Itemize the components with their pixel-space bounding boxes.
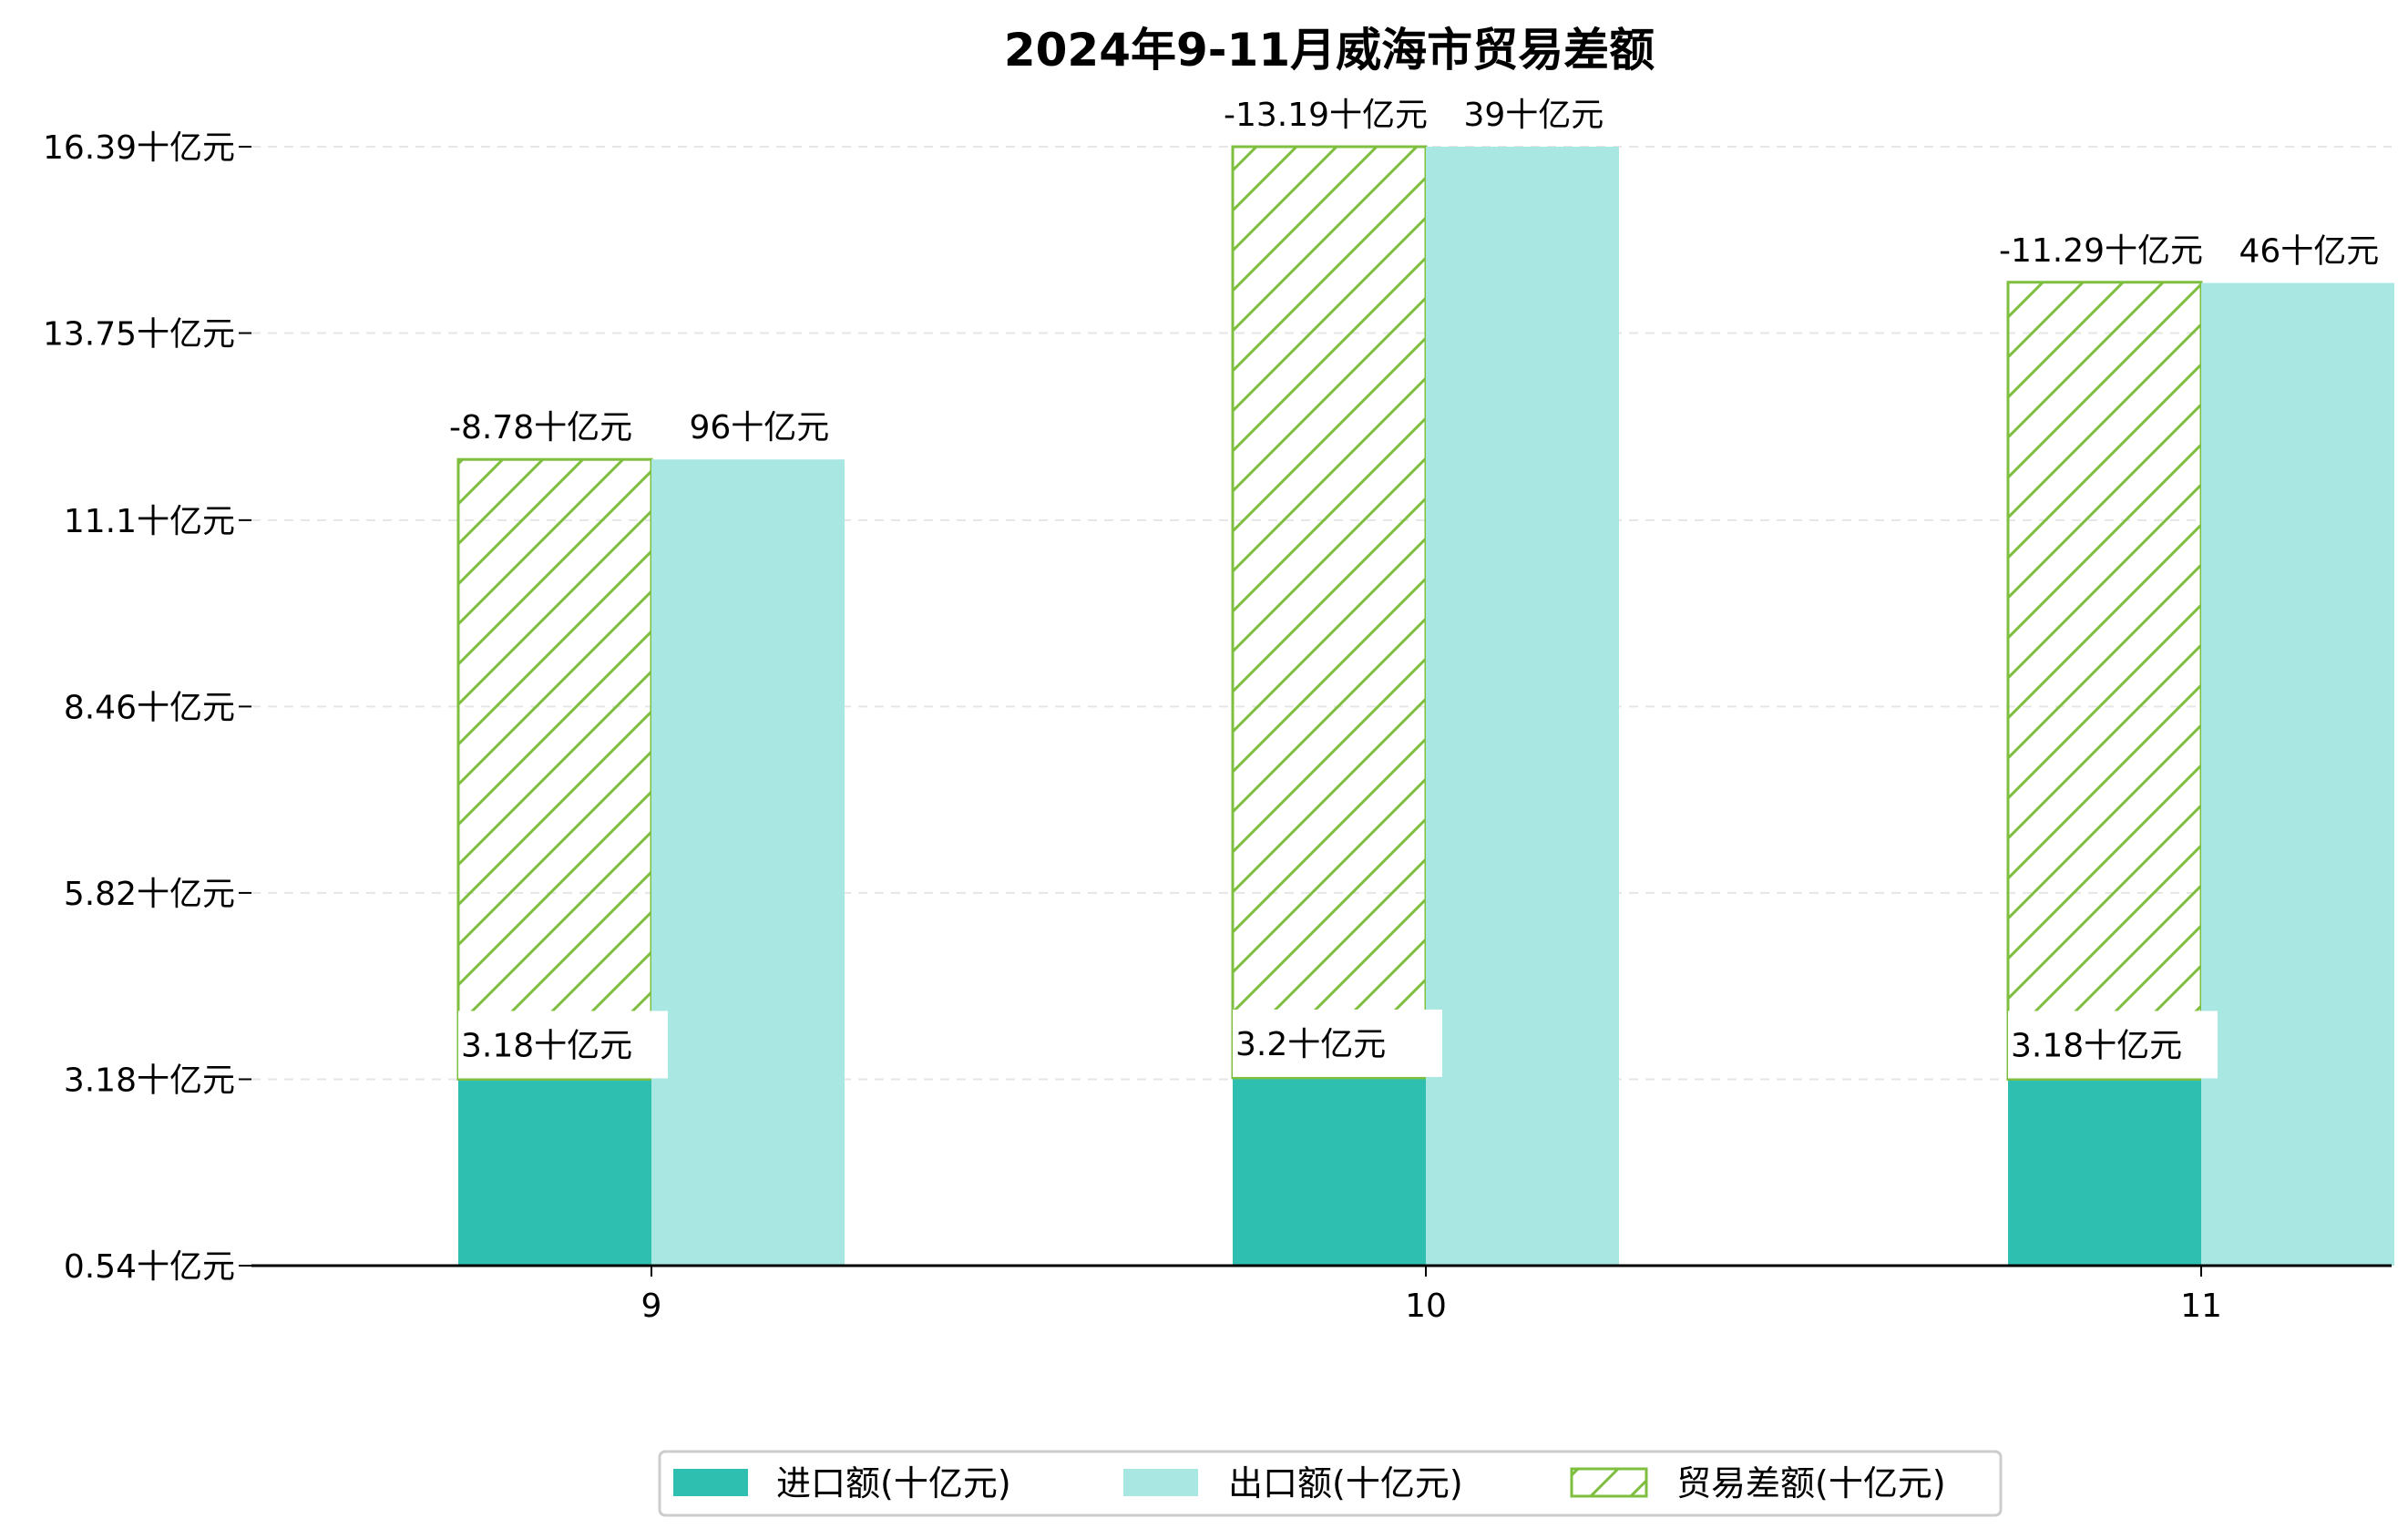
import-label-bg [458, 1011, 668, 1079]
legend-box [658, 1450, 2003, 1517]
y-tick-label: 13.75十亿元 [43, 316, 235, 354]
legend-label-export: 出口额(十亿元) [1228, 1463, 1463, 1503]
y-tick-label: 0.54十亿元 [64, 1248, 235, 1286]
export-value-label: .96十亿元 [679, 409, 829, 446]
import-bar [458, 1079, 651, 1266]
x-tick-label: 11 [2180, 1288, 2222, 1325]
y-axis: 0.54十亿元 3.18十亿元 5.82十亿元 8.46十亿元 11.1十亿元 13.75… [43, 129, 251, 1286]
chart-title: 2024年9-11月威海市贸易差额 [1004, 24, 1655, 77]
legend-label-balance: 贸易差额(十亿元) [1676, 1463, 1946, 1503]
legend-label-import: 进口额(十亿元) [776, 1463, 1011, 1503]
import-label-bg [1233, 1009, 1442, 1077]
trade-balance-bar [1231, 145, 1428, 1080]
data-labels: 3.18十亿元 .96十亿元 -8.78十亿元 3.2十亿元 .39十亿元 -13.19十… [447, 83, 2379, 1079]
x-tick-label: 10 [1405, 1288, 1447, 1325]
balance-value-label: -13.19十亿元 [1224, 97, 1428, 134]
trade-balance-bar [456, 457, 653, 1081]
trade-balance-bar [2006, 281, 2203, 1081]
legend-swatch-import [673, 1469, 748, 1496]
import-value-label: 3.18十亿元 [2011, 1027, 2182, 1064]
import-label-bg [2008, 1011, 2218, 1079]
balance-value-label: -8.78十亿元 [449, 409, 632, 446]
export-bar [2201, 282, 2394, 1267]
import-value-label: 3.2十亿元 [1235, 1026, 1386, 1063]
balance-label-bg [1222, 83, 1460, 141]
export-bar [651, 459, 845, 1266]
import-bar [2008, 1079, 2201, 1266]
x-axis: 9 10 11 [251, 1264, 2392, 1325]
y-tick-label: 16.39十亿元 [43, 129, 235, 167]
import-bar [1233, 1077, 1426, 1266]
y-tick-label: 3.18十亿元 [64, 1062, 235, 1099]
balance-label-bg [447, 395, 686, 455]
bars [456, 145, 2394, 1267]
legend-swatch-balance [1570, 1467, 1648, 1498]
y-tick-label: 8.46十亿元 [64, 689, 235, 726]
export-value-label: .39十亿元 [1453, 97, 1604, 134]
balance-label-bg [1997, 218, 2236, 277]
y-tick-label: 11.1十亿元 [64, 503, 235, 540]
import-value-label: 3.18十亿元 [461, 1027, 632, 1064]
x-tick-label: 9 [641, 1288, 662, 1325]
export-bar [1426, 147, 1619, 1266]
balance-value-label: -11.29十亿元 [1999, 232, 2203, 270]
legend: 进口额(十亿元) 出口额(十亿元) 贸易差额(十亿元) [658, 1450, 2003, 1517]
y-tick-label: 5.82十亿元 [64, 876, 235, 913]
legend-swatch-export [1123, 1469, 1198, 1496]
export-value-label: .46十亿元 [2229, 233, 2379, 271]
